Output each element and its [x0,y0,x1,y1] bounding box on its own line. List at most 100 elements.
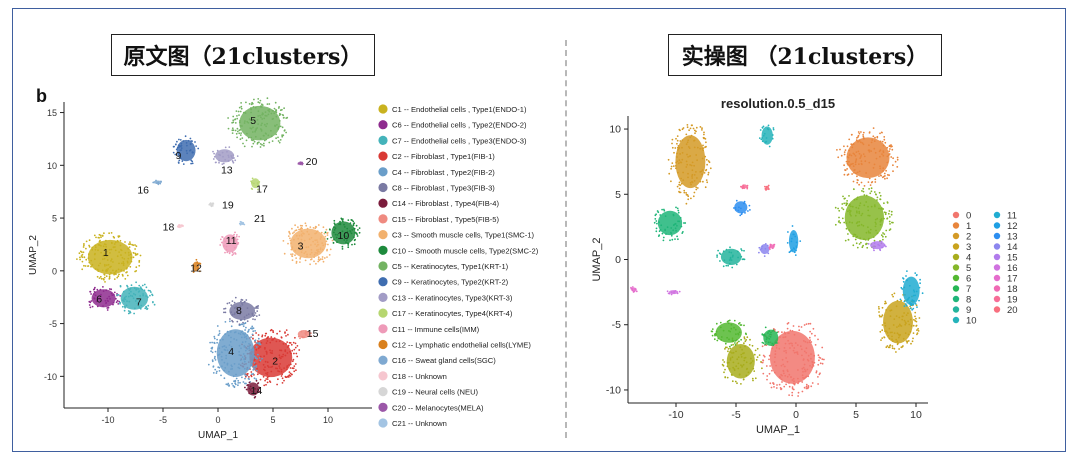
right-cluster-19 [740,184,749,190]
right-cluster-2 [667,124,712,205]
left-cluster-points-18 [177,224,184,228]
right-legend-label-8: 8 [966,295,971,306]
right-cluster-points-19 [740,184,749,190]
right-cluster-points-14 [758,243,770,257]
left-cluster-11 [219,231,241,256]
left-legend-swatch-8 [378,182,388,193]
left-legend-swatch-13 [378,292,388,302]
left-cluster-points-1 [76,232,142,283]
right-cluster-6 [710,319,748,348]
left-legend-swatch-11 [378,324,388,334]
left-cluster-3 [282,222,334,266]
right-legend-swatch-13 [993,232,1001,240]
right-cluster-points-9 [716,246,746,269]
left-y-tick-label: 15 [47,108,57,118]
right-legend-label-18: 18 [1007,284,1018,295]
left-legend-swatch-20 [378,402,388,412]
left-cluster-points-9 [172,135,200,165]
right-cluster-17 [630,286,638,293]
right-cluster-4 [721,336,763,385]
right-x-tick-label: 5 [853,409,859,421]
right-y-axis-label: UMAP_2 [591,237,603,281]
right-legend-label-3: 3 [966,242,971,253]
left-y-tick-label: 10 [47,161,57,171]
right-cluster-12 [786,225,802,256]
left-legend-label-18: C18 -- Unknown [392,372,447,381]
right-x-tick-label: 0 [793,409,799,421]
left-legend-swatch-16 [378,355,388,365]
left-cluster-points-8 [223,296,261,326]
right-legend-swatch-9 [952,306,960,313]
right-legend-label-17: 17 [1007,274,1018,285]
right-x-tick-label: -5 [731,409,740,421]
left-legend-label-8: C8 -- Fibroblast , Type3(FIB-3) [392,184,495,193]
left-cluster-core-6 [91,289,116,308]
right-cluster-core-10 [761,126,773,145]
left-legend-label-1: C1 -- Endothelial cells , Type1(ENDO-1) [392,105,527,114]
right-cluster-points-17 [630,286,638,293]
right-legend-swatch-0 [952,211,960,219]
right-cluster-points-18 [768,243,776,250]
right-legend-swatch-2 [952,232,960,240]
left-legend-label-15: C15 -- Fibroblast , Type5(FIB-5) [392,215,500,224]
left-cluster-14 [244,379,261,399]
right-cluster-9 [716,246,746,269]
left-x-tick-label: -5 [159,415,167,425]
right-legend-label-5: 5 [966,263,971,274]
left-legend-label-4: C4 -- Fibroblast , Type2(FIB-2) [392,168,495,177]
left-cluster-16 [152,179,163,186]
right-legend-swatch-12 [993,222,1001,229]
left-cluster-label-18: 18 [163,222,175,234]
left-cluster-20 [297,161,304,166]
right-title: 实操图 （21clusters） [681,44,929,70]
right-cluster-points-1 [836,127,899,187]
right-y-tick-label: 5 [615,189,621,201]
left-cluster-4 [207,319,264,389]
left-legend-label-5: C5 -- Keratinocytes, Type1(KRT-1) [392,262,509,271]
right-legend-swatch-4 [952,253,960,261]
left-cluster-8 [223,296,261,326]
right-legend-swatch-7 [952,285,960,292]
right-cluster-3 [877,292,921,353]
left-cluster-core-10 [331,221,356,245]
right-cluster-core-11 [902,276,920,306]
right-chart-title: resolution.0.5_d15 [721,96,835,111]
right-cluster-8 [653,206,687,242]
right-cluster-core-8 [657,210,683,236]
left-title-box: 原文图（21clusters） [111,34,375,76]
left-cluster-17 [250,177,261,191]
left-cluster-label-20: 20 [306,156,318,168]
left-cluster-points-17 [250,177,261,191]
right-cluster-points-6 [710,319,748,348]
right-legend-swatch-6 [952,274,960,282]
left-cluster-1 [76,232,142,283]
left-legend-label-11: C11 -- Immune cells(IMM) [392,325,480,334]
left-legend-label-12: C12 -- Lymphatic endothelial cells(LYME) [392,341,531,350]
left-legend-label-13: C13 -- Keratinocytes, Type3(KRT-3) [392,293,513,302]
right-x-tick-label: 10 [910,409,922,421]
left-cluster-label-7: 7 [136,296,142,308]
left-cluster-label-8: 8 [236,305,242,317]
left-cluster-core-12 [192,261,200,272]
left-cluster-13 [212,146,239,165]
right-cluster-points-20 [764,184,770,191]
left-legend-swatch-10 [378,245,388,255]
left-cluster-core-3 [290,228,327,259]
left-legend-swatch-3 [378,230,388,240]
right-cluster-1 [836,127,899,187]
right-cluster-18 [768,243,776,250]
left-legend-label-17: C17 -- Keratinocytes, Type4(KRT-4) [392,309,513,318]
left-legend-swatch-5 [378,261,388,271]
right-cluster-points-7 [761,326,779,347]
right-cluster-points-2 [667,124,712,205]
left-cluster-points-7 [116,281,156,315]
left-cluster-label-4: 4 [228,346,234,358]
left-cluster-10 [324,217,361,250]
right-legend-swatch-17 [993,274,1001,282]
left-cluster-label-17: 17 [256,184,268,196]
left-cluster-points-13 [212,146,239,165]
left-legend-label-14: C14 -- Fibroblast , Type4(FIB-4) [392,199,500,208]
left-legend-swatch-15 [378,214,388,224]
